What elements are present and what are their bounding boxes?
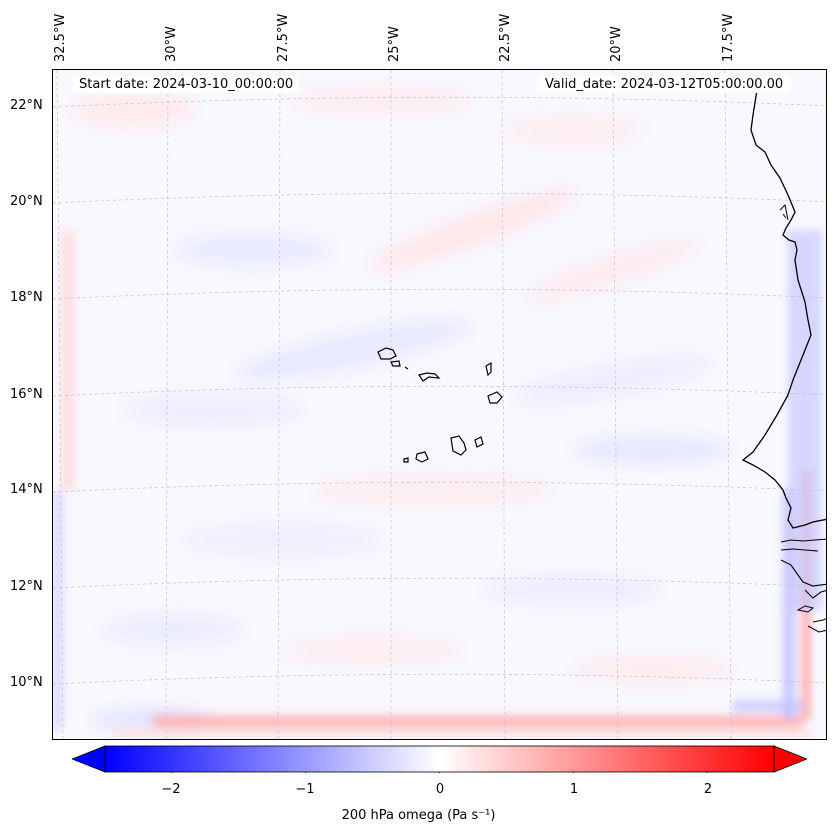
island-brava	[403, 457, 409, 463]
lon-label-22.5w: 22.5°W	[498, 13, 513, 62]
lon-label-25w: 25°W	[387, 26, 402, 62]
gambia-coastline	[780, 538, 826, 552]
colorbar-tick-label: 1	[569, 782, 579, 797]
island-santo-antao	[377, 347, 397, 360]
lat-label-14n: 14°N	[10, 482, 43, 497]
colorbar-extend-min	[72, 745, 106, 773]
valid-date-label: Valid_date: 2024-03-12T05:00:00.00	[539, 76, 790, 93]
boundary-bands	[53, 230, 822, 738]
island-santiago	[450, 435, 467, 456]
start-date-label: Start date: 2024-03-10_00:00:00	[73, 76, 300, 93]
lon-label-30w: 30°W	[164, 26, 179, 62]
island-boa-vista	[487, 391, 503, 404]
colorbar-tick-label: 2	[703, 782, 713, 797]
guinea-coast-islands	[796, 605, 826, 633]
colorbar	[72, 745, 807, 773]
lat-label-10n: 10°N	[10, 675, 43, 690]
lon-label-27.5w: 27.5°W	[276, 13, 291, 62]
island-sal	[485, 361, 492, 377]
island-sao-vicente	[390, 360, 401, 367]
lon-label-20w: 20°W	[609, 26, 624, 62]
lat-label-12n: 12°N	[10, 579, 43, 594]
colorbar-tick-label: 0	[435, 782, 445, 797]
omega-field	[53, 70, 826, 739]
lat-label-22n: 22°N	[10, 98, 43, 113]
lon-label-17.5w: 17.5°W	[721, 13, 736, 62]
graticule	[53, 70, 826, 739]
island-fogo	[415, 451, 429, 463]
colorbar-tickmarks	[171, 772, 708, 773]
colorbar-tick-label: −1	[295, 782, 315, 797]
guinea-bissau-coastline	[780, 559, 826, 599]
colorbar-body	[104, 745, 775, 773]
colorbar-tick-label: −2	[161, 782, 181, 797]
island-maio	[474, 436, 484, 448]
coast-bits	[779, 203, 789, 221]
lat-label-20n: 20°N	[10, 194, 43, 209]
lat-label-18n: 18°N	[10, 290, 43, 305]
colorbar-extend-max	[773, 745, 807, 773]
colorbar-title: 200 hPa omega (Pa s⁻¹)	[341, 808, 496, 823]
island-sao-nicolau	[418, 372, 441, 382]
island-santa-luzia	[404, 366, 409, 370]
cape-verde-islands	[377, 347, 503, 463]
lat-label-16n: 16°N	[10, 387, 43, 402]
lon-label-32.5w: 32.5°W	[53, 13, 68, 62]
omega-map	[52, 69, 827, 740]
omega-patches	[73, 86, 733, 732]
africa-coastline	[741, 89, 826, 529]
